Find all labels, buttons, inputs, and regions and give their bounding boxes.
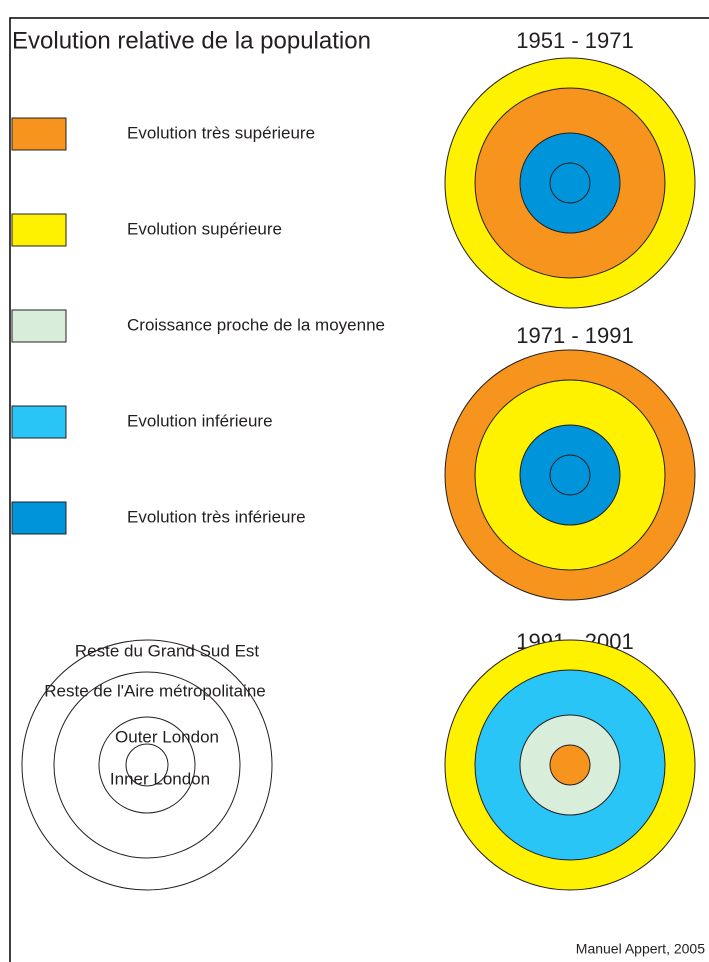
title: Evolution relative de la population bbox=[12, 27, 371, 54]
legend-swatch bbox=[11, 117, 67, 151]
zone-circle bbox=[125, 743, 169, 787]
legend-swatch bbox=[11, 213, 67, 247]
ring bbox=[549, 744, 591, 786]
ring bbox=[549, 454, 591, 496]
ring bbox=[549, 162, 591, 204]
frame bbox=[9, 17, 709, 962]
zone-circle bbox=[53, 671, 241, 859]
legend-label: Croissance proche de la moyenne bbox=[127, 315, 385, 334]
legend-swatch bbox=[11, 501, 67, 535]
credit: Manuel Appert, 2005 bbox=[576, 941, 705, 957]
zone-circle bbox=[21, 639, 273, 891]
legend-label: Evolution inférieure bbox=[127, 411, 273, 430]
zone-label: Inner London bbox=[110, 769, 210, 788]
period-label: 1971 - 1991 bbox=[516, 323, 633, 348]
legend-swatch bbox=[11, 309, 67, 343]
zone-label: Reste de l'Aire métropolitaine bbox=[44, 681, 266, 700]
period-label: 1951 - 1971 bbox=[516, 28, 633, 53]
legend-label: Evolution très inférieure bbox=[127, 507, 306, 526]
zone-circle bbox=[98, 716, 196, 814]
legend-swatch bbox=[11, 405, 67, 439]
zone-label: Outer London bbox=[115, 727, 219, 746]
legend-label: Evolution très supérieure bbox=[127, 123, 315, 142]
legend-label: Evolution supérieure bbox=[127, 219, 282, 238]
zone-label: Reste du Grand Sud Est bbox=[75, 641, 260, 660]
